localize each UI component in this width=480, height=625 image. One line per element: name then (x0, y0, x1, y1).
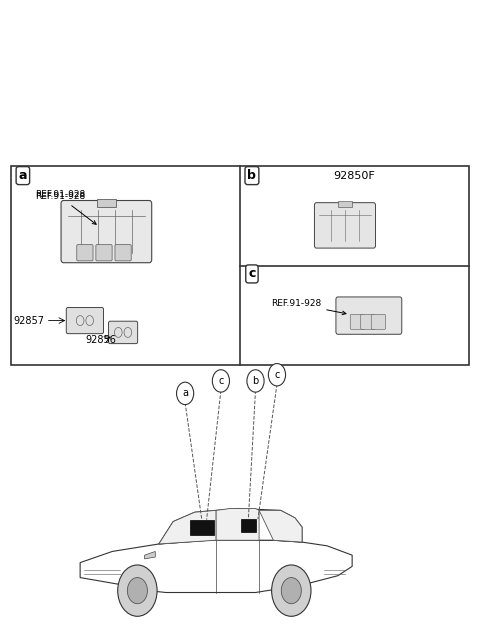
FancyBboxPatch shape (96, 244, 112, 261)
Text: b: b (248, 169, 256, 182)
Circle shape (127, 578, 147, 604)
Text: b: b (252, 376, 259, 386)
Circle shape (281, 578, 301, 604)
Circle shape (272, 565, 311, 616)
Polygon shape (159, 511, 216, 544)
Text: a: a (182, 388, 188, 398)
Polygon shape (259, 511, 302, 542)
FancyBboxPatch shape (314, 202, 375, 248)
Circle shape (212, 370, 229, 392)
Text: REF.91-928: REF.91-928 (271, 299, 346, 315)
FancyBboxPatch shape (77, 244, 93, 261)
Polygon shape (159, 509, 302, 544)
Text: 92857: 92857 (13, 316, 44, 326)
Circle shape (177, 382, 194, 404)
Text: 92850F: 92850F (334, 171, 375, 181)
Polygon shape (216, 509, 259, 540)
Text: 92856: 92856 (85, 335, 116, 345)
Bar (11, 166, 469, 366)
FancyBboxPatch shape (61, 201, 152, 262)
FancyBboxPatch shape (350, 314, 364, 329)
Polygon shape (144, 551, 156, 559)
Text: c: c (218, 376, 224, 386)
Text: c: c (248, 268, 256, 281)
Bar (190, 520, 214, 534)
Bar (338, 201, 352, 207)
FancyBboxPatch shape (115, 244, 131, 261)
Text: a: a (19, 169, 27, 182)
Circle shape (247, 370, 264, 392)
Circle shape (268, 364, 286, 386)
Text: REF.91-928: REF.91-928 (35, 192, 96, 224)
Circle shape (118, 565, 157, 616)
FancyBboxPatch shape (371, 314, 385, 329)
FancyBboxPatch shape (361, 314, 375, 329)
Polygon shape (80, 540, 352, 592)
FancyBboxPatch shape (66, 308, 104, 334)
Text: REF.91-928: REF.91-928 (35, 190, 85, 199)
Text: c: c (274, 370, 280, 380)
Bar (241, 519, 255, 531)
FancyBboxPatch shape (108, 321, 138, 344)
FancyBboxPatch shape (336, 297, 402, 334)
Bar (97, 199, 116, 207)
